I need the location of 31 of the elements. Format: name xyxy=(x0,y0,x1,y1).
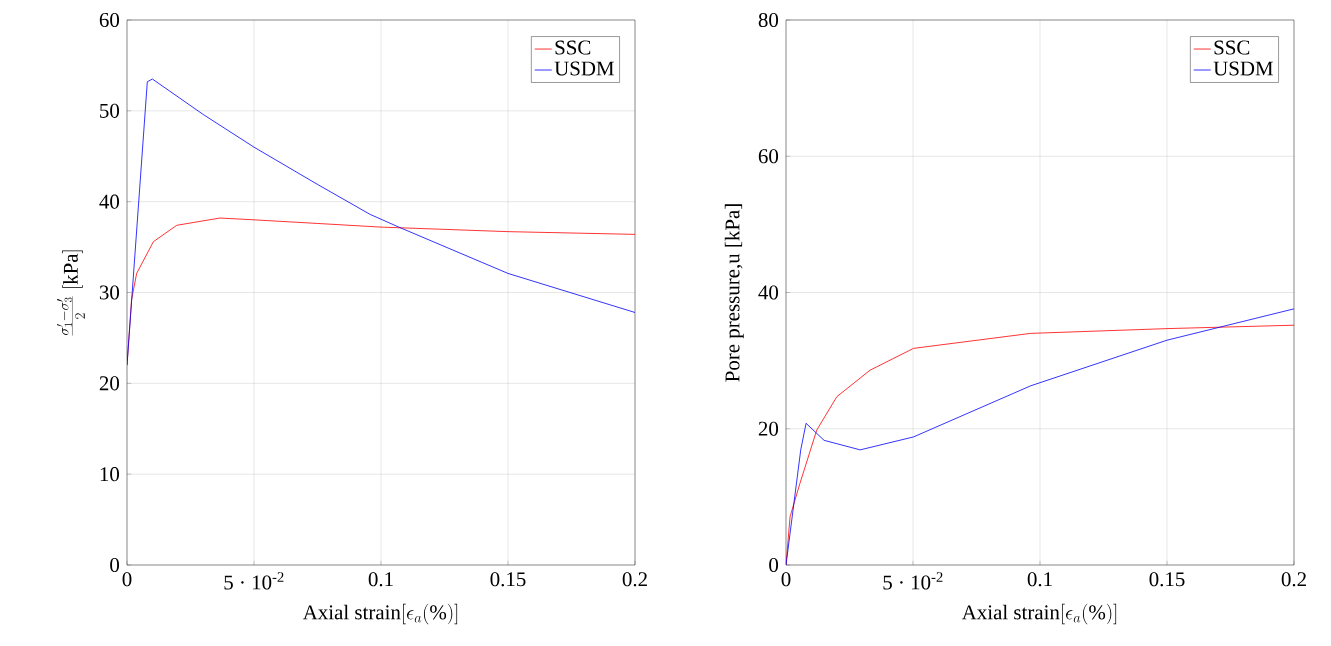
x-tick-label: 0.15 xyxy=(1149,572,1185,587)
y-tick-label: 60 xyxy=(758,149,779,164)
y-axis-title: Pore pressure,u [kPa] xyxy=(724,204,744,382)
x-tick-label: 5 · 10$^{-2}$ xyxy=(224,572,284,590)
y-tick-label: 40 xyxy=(99,194,120,209)
x-tick-label: 0 xyxy=(781,572,791,587)
legend-label: USDM xyxy=(554,61,614,76)
legend-label: USDM xyxy=(1213,61,1273,76)
x-tick-label: 0.2 xyxy=(1281,572,1306,587)
x-tick-label: 0.1 xyxy=(368,572,393,587)
y-tick-label: 0 xyxy=(769,557,779,573)
x-tick-label: 0.2 xyxy=(622,572,647,587)
y-tick-label: 20 xyxy=(758,421,779,436)
y-tick-label: 10 xyxy=(100,467,120,482)
y-tick-label: 60 xyxy=(99,12,120,28)
legend-label: SSC xyxy=(555,40,591,55)
y-axis-title: $\frac{\sigma'_1 - \sigma'_3}{2}\ [\mathrm{kPa}]$ xyxy=(57,250,85,336)
x-tick-label: 5 · 10$^{-2}$ xyxy=(883,572,943,590)
y-tick-label: 40 xyxy=(758,285,779,300)
x-axis-title: $\mathrm{Axial\ strain}[\epsilon_a(\%)]$ xyxy=(302,603,458,625)
legend-label: SSC xyxy=(1214,40,1250,55)
x-axis-title: $\mathrm{Axial\ strain}[\epsilon_a(\%)]$ xyxy=(961,603,1117,625)
y-tick-label: 30 xyxy=(99,285,120,300)
x-tick-label: 0.15 xyxy=(490,572,526,587)
x-tick-label: 0.1 xyxy=(1027,572,1052,587)
y-tick-label: 80 xyxy=(758,12,779,28)
y-tick-label: 20 xyxy=(99,376,120,391)
y-tick-label: 50 xyxy=(100,103,120,118)
x-tick-label: 0 xyxy=(122,572,132,587)
y-tick-label: 0 xyxy=(110,557,120,573)
line-series xyxy=(127,78,635,366)
